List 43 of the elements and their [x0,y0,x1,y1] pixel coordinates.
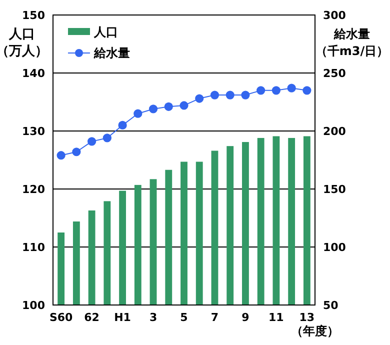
x-tick-label: 11 [268,311,284,324]
point [226,90,234,100]
point [210,90,220,100]
point [148,104,158,114]
point [72,148,81,156]
point [88,137,96,146]
y2-axis-title: 給水量（千m3/日） [315,27,389,58]
x-tick-label: 7 [210,311,219,324]
point [180,101,188,110]
legend-label: 給水量 [93,46,130,60]
point [272,86,280,95]
point [118,120,127,130]
x-tick-label: 13 [299,311,315,324]
x-tick-label: 3 [149,311,158,324]
y-tick-label: 130 [22,124,46,138]
y2-tick-label: 150 [323,182,346,196]
y-tick-label: 140 [22,66,46,80]
point [102,134,112,142]
y2-tick-label: 200 [323,124,346,138]
x-tick-label: 5 [180,311,188,324]
y-tick-label: 110 [22,240,46,254]
x-tick-label: 9 [242,311,250,324]
point [195,94,204,103]
point [302,86,312,95]
x-tick-label: 62 [84,311,100,324]
point [287,84,296,92]
x-axis-title: （年度） [291,324,339,338]
y2-tick-label: 250 [323,66,346,80]
legend-label: 人口 [93,25,118,40]
point [241,90,250,100]
y-tick-label: 150 [22,8,46,22]
y2-tick-label: 100 [323,240,346,254]
point [56,151,66,160]
x-tick-label: S60 [49,311,74,324]
y-tick-label: 120 [22,182,46,196]
x-tick-label: H1 [114,311,131,324]
y2-tick-label: 300 [323,8,346,22]
point [256,86,266,95]
point [164,102,173,111]
y-tick-label: 100 [22,298,46,312]
point [134,109,142,118]
y2-tick-label: 50 [323,298,339,312]
y-axis-title: 人口（万人） [0,27,48,59]
